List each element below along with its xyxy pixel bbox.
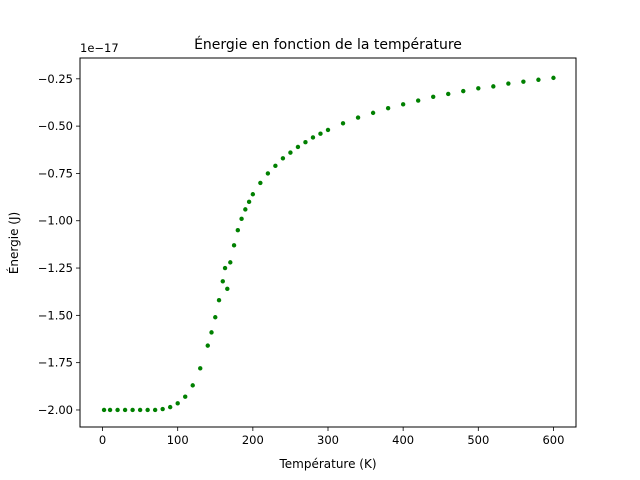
y-tick-label: −0.25 [38, 72, 73, 86]
data-point [225, 286, 230, 292]
y-tick-label: −1.75 [38, 356, 73, 370]
y-tick-label: −0.50 [38, 119, 73, 133]
data-point [137, 407, 143, 413]
x-tick-label: 100 [167, 433, 189, 447]
data-point [461, 88, 466, 94]
data-point [385, 105, 391, 111]
data-point [160, 406, 165, 412]
plot-area: 0 100 200 300 400 500 600 −2.00 −1.75 −1.50 −1.25… [38, 57, 577, 447]
data-point [415, 98, 421, 103]
data-point [355, 115, 361, 120]
data-point [216, 298, 222, 303]
data-point [198, 366, 203, 371]
data-point [521, 79, 526, 84]
data-point [145, 407, 150, 413]
data-point [431, 94, 436, 99]
data-point [303, 140, 308, 145]
data-point [228, 260, 233, 265]
x-tick-label: 200 [242, 433, 264, 447]
data-point [152, 407, 158, 413]
data-point [446, 91, 451, 97]
data-point [370, 110, 376, 116]
data-point [280, 156, 286, 161]
data-point [250, 192, 256, 197]
data-point [205, 343, 210, 348]
x-axis-label: Température (K) [278, 457, 376, 471]
y-tick-label: −2.00 [38, 403, 73, 417]
data-point [246, 199, 252, 205]
x-tick-label: 300 [317, 433, 339, 447]
data-point [243, 207, 248, 212]
data-point [235, 228, 241, 233]
data-point [107, 407, 113, 413]
data-point [288, 150, 293, 155]
data-point [213, 315, 218, 320]
plot-frame [79, 57, 577, 428]
data-point [258, 180, 263, 186]
y-tick-label: −1.25 [38, 261, 73, 275]
data-point [122, 407, 128, 413]
data-point [175, 401, 180, 406]
data-point [265, 171, 271, 176]
data-point [551, 75, 556, 81]
y-axis-label: Énergie (J) [6, 212, 21, 274]
data-point [130, 407, 135, 413]
y-tick-label: −0.75 [38, 166, 73, 180]
y-axis: −2.00 −1.75 −1.50 −1.25 −1.00 −0.75 −0.50 −0.25 [38, 72, 80, 417]
chart-title: Énergie en fonction de la température [194, 36, 462, 53]
data-point [183, 394, 188, 399]
data-point [239, 216, 244, 222]
x-tick-label: 400 [392, 433, 414, 447]
data-point [325, 127, 331, 133]
x-tick-label: 0 [99, 433, 106, 447]
y-tick-label: −1.00 [38, 214, 73, 228]
x-tick-label: 500 [467, 433, 489, 447]
data-point [115, 407, 120, 413]
x-tick-label: 600 [542, 433, 564, 447]
data-point [506, 81, 511, 86]
data-point [220, 279, 225, 284]
data-point [101, 407, 107, 413]
data-point [310, 135, 316, 140]
data-point [222, 265, 228, 271]
data-point [231, 243, 237, 248]
data-point [400, 102, 406, 107]
data-point [318, 131, 323, 136]
data-points [101, 75, 556, 413]
data-point [209, 330, 214, 335]
data-point [536, 77, 541, 82]
data-point [491, 84, 496, 89]
data-point [476, 86, 481, 91]
data-point [190, 383, 195, 388]
y-tick-label: −1.50 [38, 308, 73, 322]
data-point [167, 404, 173, 410]
data-point [273, 163, 278, 169]
data-point [295, 144, 301, 150]
data-point [340, 121, 346, 126]
x-axis: 0 100 200 300 400 500 600 [99, 427, 564, 447]
y-offset-label: 1e−17 [80, 41, 119, 55]
